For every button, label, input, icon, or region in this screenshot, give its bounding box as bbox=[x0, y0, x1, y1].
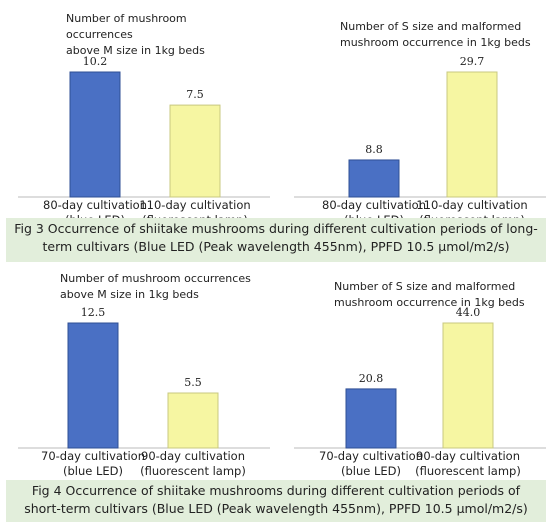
chart-panel: Number of mushroom occurrences above M s… bbox=[0, 0, 276, 227]
bar bbox=[348, 159, 400, 198]
chart-title: Number of mushroom occurrences above M s… bbox=[60, 272, 251, 301]
chart-panel: Number of S size and malformed mushroom … bbox=[284, 0, 554, 227]
x-tick-label: 90-day cultivation (fluorescent lamp) bbox=[140, 449, 246, 478]
plot bbox=[18, 322, 270, 449]
chart-title: Number of mushroom occurrences above M s… bbox=[66, 12, 205, 57]
value-label: 20.8 bbox=[358, 371, 384, 385]
value-label: 5.5 bbox=[184, 376, 202, 389]
plot bbox=[294, 322, 546, 449]
chart-panel: Number of mushroom occurrences above M s… bbox=[0, 264, 276, 480]
bar bbox=[169, 104, 221, 198]
bar bbox=[69, 71, 121, 198]
plot bbox=[18, 71, 270, 198]
plot bbox=[294, 71, 546, 198]
chart-title: Number of S size and malformed mushroom … bbox=[334, 280, 525, 309]
bar bbox=[67, 322, 119, 449]
chart-panel: Number of S size and malformed mushroom … bbox=[284, 264, 554, 480]
bar bbox=[442, 322, 494, 449]
value-label: 8.8 bbox=[365, 142, 383, 156]
bar bbox=[345, 388, 397, 449]
x-tick-label: 90-day cultivation (fluorescent lamp) bbox=[415, 449, 521, 478]
figure-caption: Fig 4 Occurrence of shiitake mushrooms d… bbox=[6, 480, 546, 522]
bar bbox=[167, 392, 219, 449]
value-label: 29.7 bbox=[459, 55, 485, 68]
value-label: 7.5 bbox=[186, 88, 204, 102]
value-label: 12.5 bbox=[80, 306, 106, 319]
bar bbox=[446, 71, 498, 198]
x-tick-label: 70-day cultivation (blue LED) bbox=[41, 449, 145, 478]
value-label: 10.2 bbox=[82, 55, 108, 68]
value-label: 44.0 bbox=[455, 306, 481, 319]
chart-title: Number of S size and malformed mushroom … bbox=[340, 20, 531, 49]
figure-caption: Fig 3 Occurrence of shiitake mushrooms d… bbox=[6, 218, 546, 262]
x-tick-label: 70-day cultivation (blue LED) bbox=[319, 449, 423, 478]
